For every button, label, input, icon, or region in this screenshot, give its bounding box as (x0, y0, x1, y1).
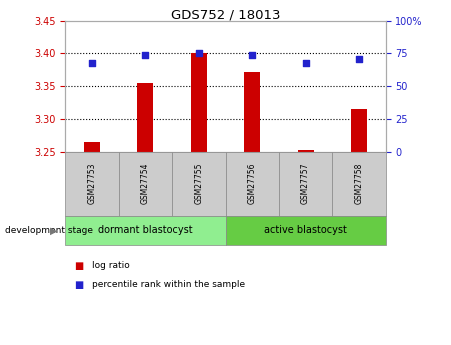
Text: log ratio: log ratio (92, 261, 130, 270)
Text: development stage: development stage (5, 226, 92, 235)
Bar (191, 53, 207, 152)
Bar (351, 109, 367, 152)
Text: GSM27754: GSM27754 (141, 163, 150, 205)
Text: ■: ■ (74, 261, 83, 270)
Bar (279, 152, 332, 216)
Bar (298, 150, 313, 152)
Text: GSM27756: GSM27756 (248, 163, 257, 205)
Point (249, 52, 256, 58)
Bar (65, 152, 119, 216)
Text: GSM27758: GSM27758 (354, 163, 364, 204)
Point (88, 60, 96, 66)
Text: GSM27755: GSM27755 (194, 163, 203, 205)
Point (302, 60, 309, 66)
Bar (172, 152, 226, 216)
Text: ■: ■ (74, 280, 83, 289)
Text: GSM27757: GSM27757 (301, 163, 310, 205)
Bar (244, 72, 260, 152)
Text: dormant blastocyst: dormant blastocyst (98, 225, 193, 235)
Bar (226, 216, 386, 245)
Bar (119, 152, 172, 216)
Text: GSM27753: GSM27753 (87, 163, 97, 205)
Bar (65, 216, 226, 245)
Point (355, 56, 363, 61)
Text: ▶: ▶ (51, 225, 58, 235)
Text: active blastocyst: active blastocyst (264, 225, 347, 235)
Point (195, 51, 202, 56)
Bar (84, 142, 100, 152)
Bar (226, 152, 279, 216)
Point (142, 52, 149, 58)
Text: GDS752 / 18013: GDS752 / 18013 (171, 9, 280, 22)
Bar (332, 152, 386, 216)
Text: percentile rank within the sample: percentile rank within the sample (92, 280, 246, 289)
Bar (138, 83, 153, 152)
